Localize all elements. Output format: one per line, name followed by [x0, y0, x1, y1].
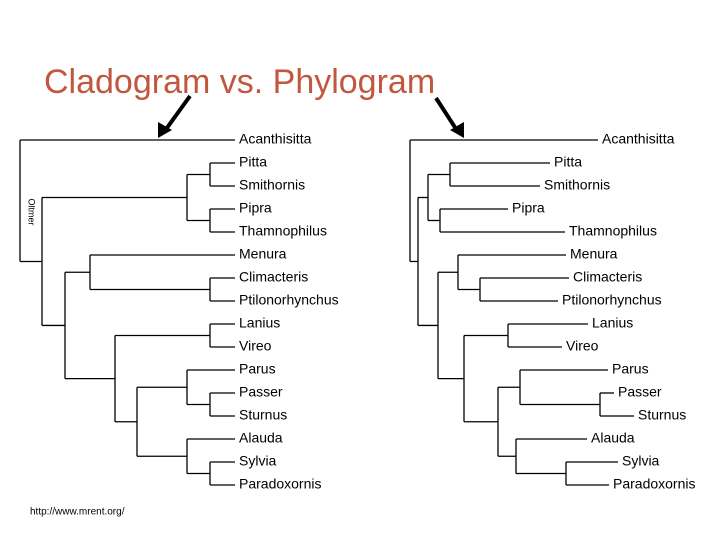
taxon-label: Vireo: [239, 338, 272, 354]
taxon-label: Pipra: [239, 200, 272, 216]
taxon-label: Thamnophilus: [569, 223, 657, 239]
taxon-label: Thamnophilus: [239, 223, 327, 239]
taxon-label: Smithornis: [239, 177, 305, 193]
arrow: [158, 94, 192, 138]
taxon-label: Parus: [239, 361, 276, 377]
taxon-label: Alauda: [591, 430, 635, 446]
taxon-label: Pitta: [554, 154, 582, 170]
taxon-label: Acanthisitta: [602, 131, 675, 147]
taxon-label: Climacteris: [239, 269, 308, 285]
source-url: http://www.mrent.org/: [30, 507, 125, 518]
taxon-label: Vireo: [566, 338, 599, 354]
taxon-label: Sturnus: [239, 407, 287, 423]
taxon-label: Climacteris: [573, 269, 642, 285]
taxon-label: Menura: [570, 246, 618, 262]
taxon-label: Sylvia: [622, 453, 660, 469]
taxon-label: Pitta: [239, 154, 267, 170]
taxon-label: Alauda: [239, 430, 283, 446]
taxon-label: Ptilonorhynchus: [239, 292, 339, 308]
taxon-label: Parus: [612, 361, 649, 377]
taxon-label: Acanthisitta: [239, 131, 312, 147]
arrow: [434, 96, 464, 138]
side-label: Oltmer: [27, 199, 37, 226]
taxon-label: Pipra: [512, 200, 545, 216]
taxon-label: Ptilonorhynchus: [562, 292, 662, 308]
slide-title: Cladogram vs. Phylogram: [44, 63, 435, 101]
taxon-label: Paradoxornis: [239, 476, 322, 492]
taxon-label: Passer: [239, 384, 283, 400]
taxon-label: Menura: [239, 246, 287, 262]
taxon-label: Sylvia: [239, 453, 277, 469]
taxon-label: Lanius: [239, 315, 280, 331]
taxon-label: Smithornis: [544, 177, 610, 193]
taxon-label: Passer: [618, 384, 662, 400]
taxon-label: Paradoxornis: [613, 476, 696, 492]
taxon-label: Lanius: [592, 315, 633, 331]
taxon-label: Sturnus: [638, 407, 686, 423]
